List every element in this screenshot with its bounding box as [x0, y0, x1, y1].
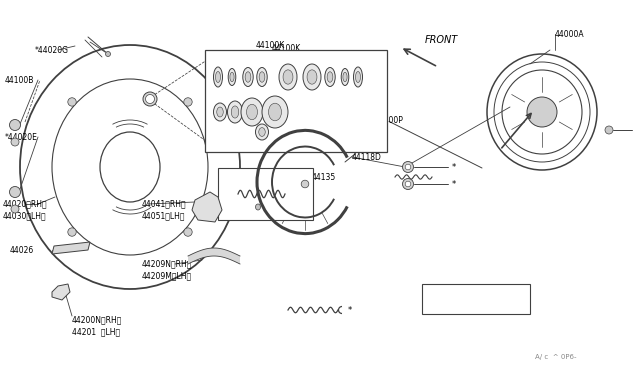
Ellipse shape — [269, 103, 282, 121]
Text: 44108: 44108 — [335, 101, 356, 107]
Text: 44209M〈LH〉: 44209M〈LH〉 — [142, 272, 192, 280]
Ellipse shape — [356, 71, 360, 83]
Text: 44112: 44112 — [265, 63, 286, 69]
Ellipse shape — [343, 72, 347, 82]
Text: 44108: 44108 — [210, 141, 231, 147]
Text: 44129: 44129 — [238, 63, 259, 69]
Text: 44051〈LH〉: 44051〈LH〉 — [142, 212, 186, 221]
Polygon shape — [52, 242, 90, 254]
Ellipse shape — [405, 181, 411, 187]
Ellipse shape — [262, 96, 288, 128]
Text: 44112: 44112 — [210, 79, 231, 85]
Text: 44124: 44124 — [210, 61, 234, 71]
Text: *44020G: *44020G — [35, 45, 69, 55]
Ellipse shape — [259, 72, 265, 82]
Text: 44124: 44124 — [292, 61, 316, 71]
Text: *: * — [452, 163, 456, 171]
Text: 44108: 44108 — [210, 140, 234, 148]
Ellipse shape — [228, 68, 236, 86]
Text: 44125: 44125 — [255, 125, 279, 135]
Text: 44100K: 44100K — [255, 41, 285, 49]
Ellipse shape — [214, 67, 223, 87]
Ellipse shape — [527, 97, 557, 127]
Ellipse shape — [405, 164, 411, 170]
Text: 44129: 44129 — [238, 61, 262, 71]
Polygon shape — [52, 284, 70, 300]
Text: 44000A: 44000A — [555, 29, 584, 38]
Text: *44027: *44027 — [262, 183, 290, 192]
Text: 44200N〈RH〉: 44200N〈RH〉 — [72, 315, 122, 324]
Text: 44125: 44125 — [255, 127, 276, 133]
Text: 44020〈RH〉: 44020〈RH〉 — [3, 199, 47, 208]
Ellipse shape — [11, 205, 19, 213]
Ellipse shape — [145, 94, 154, 103]
Ellipse shape — [10, 186, 20, 198]
Ellipse shape — [403, 179, 413, 189]
Ellipse shape — [230, 72, 234, 82]
Text: 44100P: 44100P — [375, 115, 404, 125]
Ellipse shape — [184, 228, 192, 236]
Ellipse shape — [68, 98, 76, 106]
Bar — [218, 168, 313, 220]
Ellipse shape — [243, 67, 253, 87]
Ellipse shape — [303, 64, 321, 90]
Text: 44112: 44112 — [210, 77, 234, 87]
Text: 44108: 44108 — [335, 99, 359, 109]
Text: 44135: 44135 — [312, 173, 336, 182]
Ellipse shape — [341, 68, 349, 86]
Ellipse shape — [214, 103, 227, 121]
Ellipse shape — [10, 119, 20, 131]
Ellipse shape — [403, 161, 413, 173]
Ellipse shape — [246, 104, 257, 120]
Ellipse shape — [327, 72, 333, 82]
Ellipse shape — [106, 51, 111, 57]
Ellipse shape — [11, 138, 19, 146]
Ellipse shape — [68, 228, 76, 236]
Text: 44041〈RH〉: 44041〈RH〉 — [142, 199, 187, 208]
Ellipse shape — [227, 101, 243, 123]
Text: 44100B: 44100B — [5, 76, 35, 84]
Text: *: * — [348, 305, 352, 314]
Ellipse shape — [143, 92, 157, 106]
Text: * 44090K: * 44090K — [422, 295, 458, 305]
Ellipse shape — [605, 126, 613, 134]
Text: 44124: 44124 — [292, 63, 313, 69]
Text: 44201  〈LH〉: 44201 〈LH〉 — [72, 327, 120, 337]
Ellipse shape — [255, 204, 260, 210]
Text: *44020E: *44020E — [5, 132, 38, 141]
Bar — [205, 50, 387, 152]
Ellipse shape — [301, 180, 308, 188]
Ellipse shape — [217, 107, 223, 117]
Text: *: * — [452, 180, 456, 189]
Ellipse shape — [216, 71, 220, 83]
Text: A/ c  ^ 0P6-: A/ c ^ 0P6- — [535, 354, 577, 360]
Ellipse shape — [353, 67, 362, 87]
Ellipse shape — [307, 70, 317, 84]
Ellipse shape — [259, 128, 265, 137]
Text: FRONT: FRONT — [425, 35, 458, 45]
Ellipse shape — [324, 67, 335, 87]
Text: 44128: 44128 — [238, 79, 259, 85]
Ellipse shape — [283, 70, 293, 84]
Text: 44030〈LH〉: 44030〈LH〉 — [3, 212, 47, 221]
Text: 44209N〈RH〉: 44209N〈RH〉 — [142, 260, 193, 269]
Polygon shape — [192, 192, 222, 222]
Text: 44112: 44112 — [265, 61, 289, 71]
Text: 44124: 44124 — [210, 63, 231, 69]
Ellipse shape — [245, 72, 251, 82]
Text: 44128: 44128 — [238, 77, 262, 87]
Bar — [422, 284, 530, 314]
Ellipse shape — [255, 124, 269, 140]
Ellipse shape — [184, 98, 192, 106]
Ellipse shape — [231, 106, 239, 118]
Ellipse shape — [279, 64, 297, 90]
Ellipse shape — [241, 98, 263, 126]
Text: 44100K: 44100K — [272, 44, 301, 52]
Ellipse shape — [257, 67, 268, 87]
Text: 44026: 44026 — [10, 246, 35, 254]
Text: 44118D: 44118D — [352, 153, 382, 161]
Text: 44060K: 44060K — [218, 183, 248, 192]
